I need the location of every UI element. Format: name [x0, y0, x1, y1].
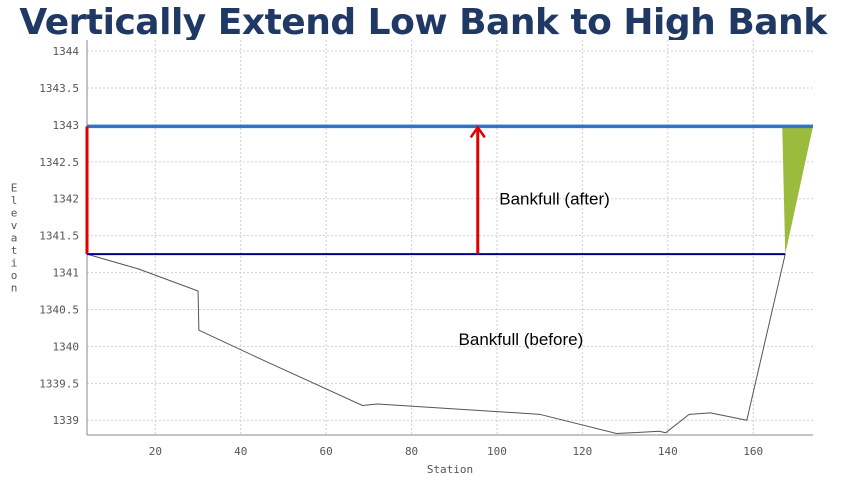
- y-tick-label: 1340.5: [39, 303, 79, 316]
- y-axis-label-char: o: [11, 269, 18, 282]
- y-axis-label-char: n: [11, 282, 18, 295]
- plot-area: [87, 40, 813, 435]
- series-line-ground-profile: [86, 253, 786, 435]
- fill-wedge: [782, 126, 813, 255]
- annotation-bankfull-after: Bankfull (after): [499, 190, 610, 209]
- annotation-bankfull-before: Bankfull (before): [459, 330, 584, 349]
- x-tick-label: 60: [320, 445, 333, 458]
- y-tick-label: 1341.5: [39, 230, 79, 243]
- y-axis-label-char: a: [11, 232, 18, 245]
- slide-title: Vertically Extend Low Bank to High Bank: [19, 2, 827, 43]
- y-axis-label-char: l: [11, 194, 18, 207]
- x-tick-label: 140: [658, 445, 678, 458]
- y-axis-label-char: i: [11, 257, 18, 270]
- x-tick-label: 20: [149, 445, 162, 458]
- y-axis-label-char: E: [11, 182, 18, 195]
- y-tick-label: 1343.5: [39, 82, 79, 95]
- y-tick-label: 1340: [53, 340, 80, 353]
- x-axis-label: Station: [427, 463, 473, 476]
- y-tick-label: 1344: [53, 45, 80, 58]
- y-tick-label: 1339.5: [39, 377, 79, 390]
- y-tick-label: 1342: [53, 193, 80, 206]
- tick-labels: 20 40 60 80 100 120 140 160 1339 1339.5 1340 1340.5…: [39, 45, 763, 458]
- x-tick-label: 160: [743, 445, 763, 458]
- y-axis-label-char: t: [11, 244, 18, 257]
- fill-layer: [782, 126, 813, 255]
- y-axis-label-char: v: [11, 219, 18, 232]
- x-tick-label: 40: [234, 445, 247, 458]
- x-tick-label: 80: [405, 445, 418, 458]
- x-tick-label: 100: [487, 445, 507, 458]
- y-tick-label: 1343: [53, 119, 80, 132]
- y-tick-label: 1341: [53, 267, 80, 280]
- arrow-head: [469, 125, 486, 139]
- y-tick-label: 1342.5: [39, 156, 79, 169]
- y-axis-label-char: e: [11, 207, 18, 220]
- series-layer: [85, 124, 813, 435]
- x-tick-label: 120: [572, 445, 592, 458]
- y-tick-label: 1339: [53, 414, 80, 427]
